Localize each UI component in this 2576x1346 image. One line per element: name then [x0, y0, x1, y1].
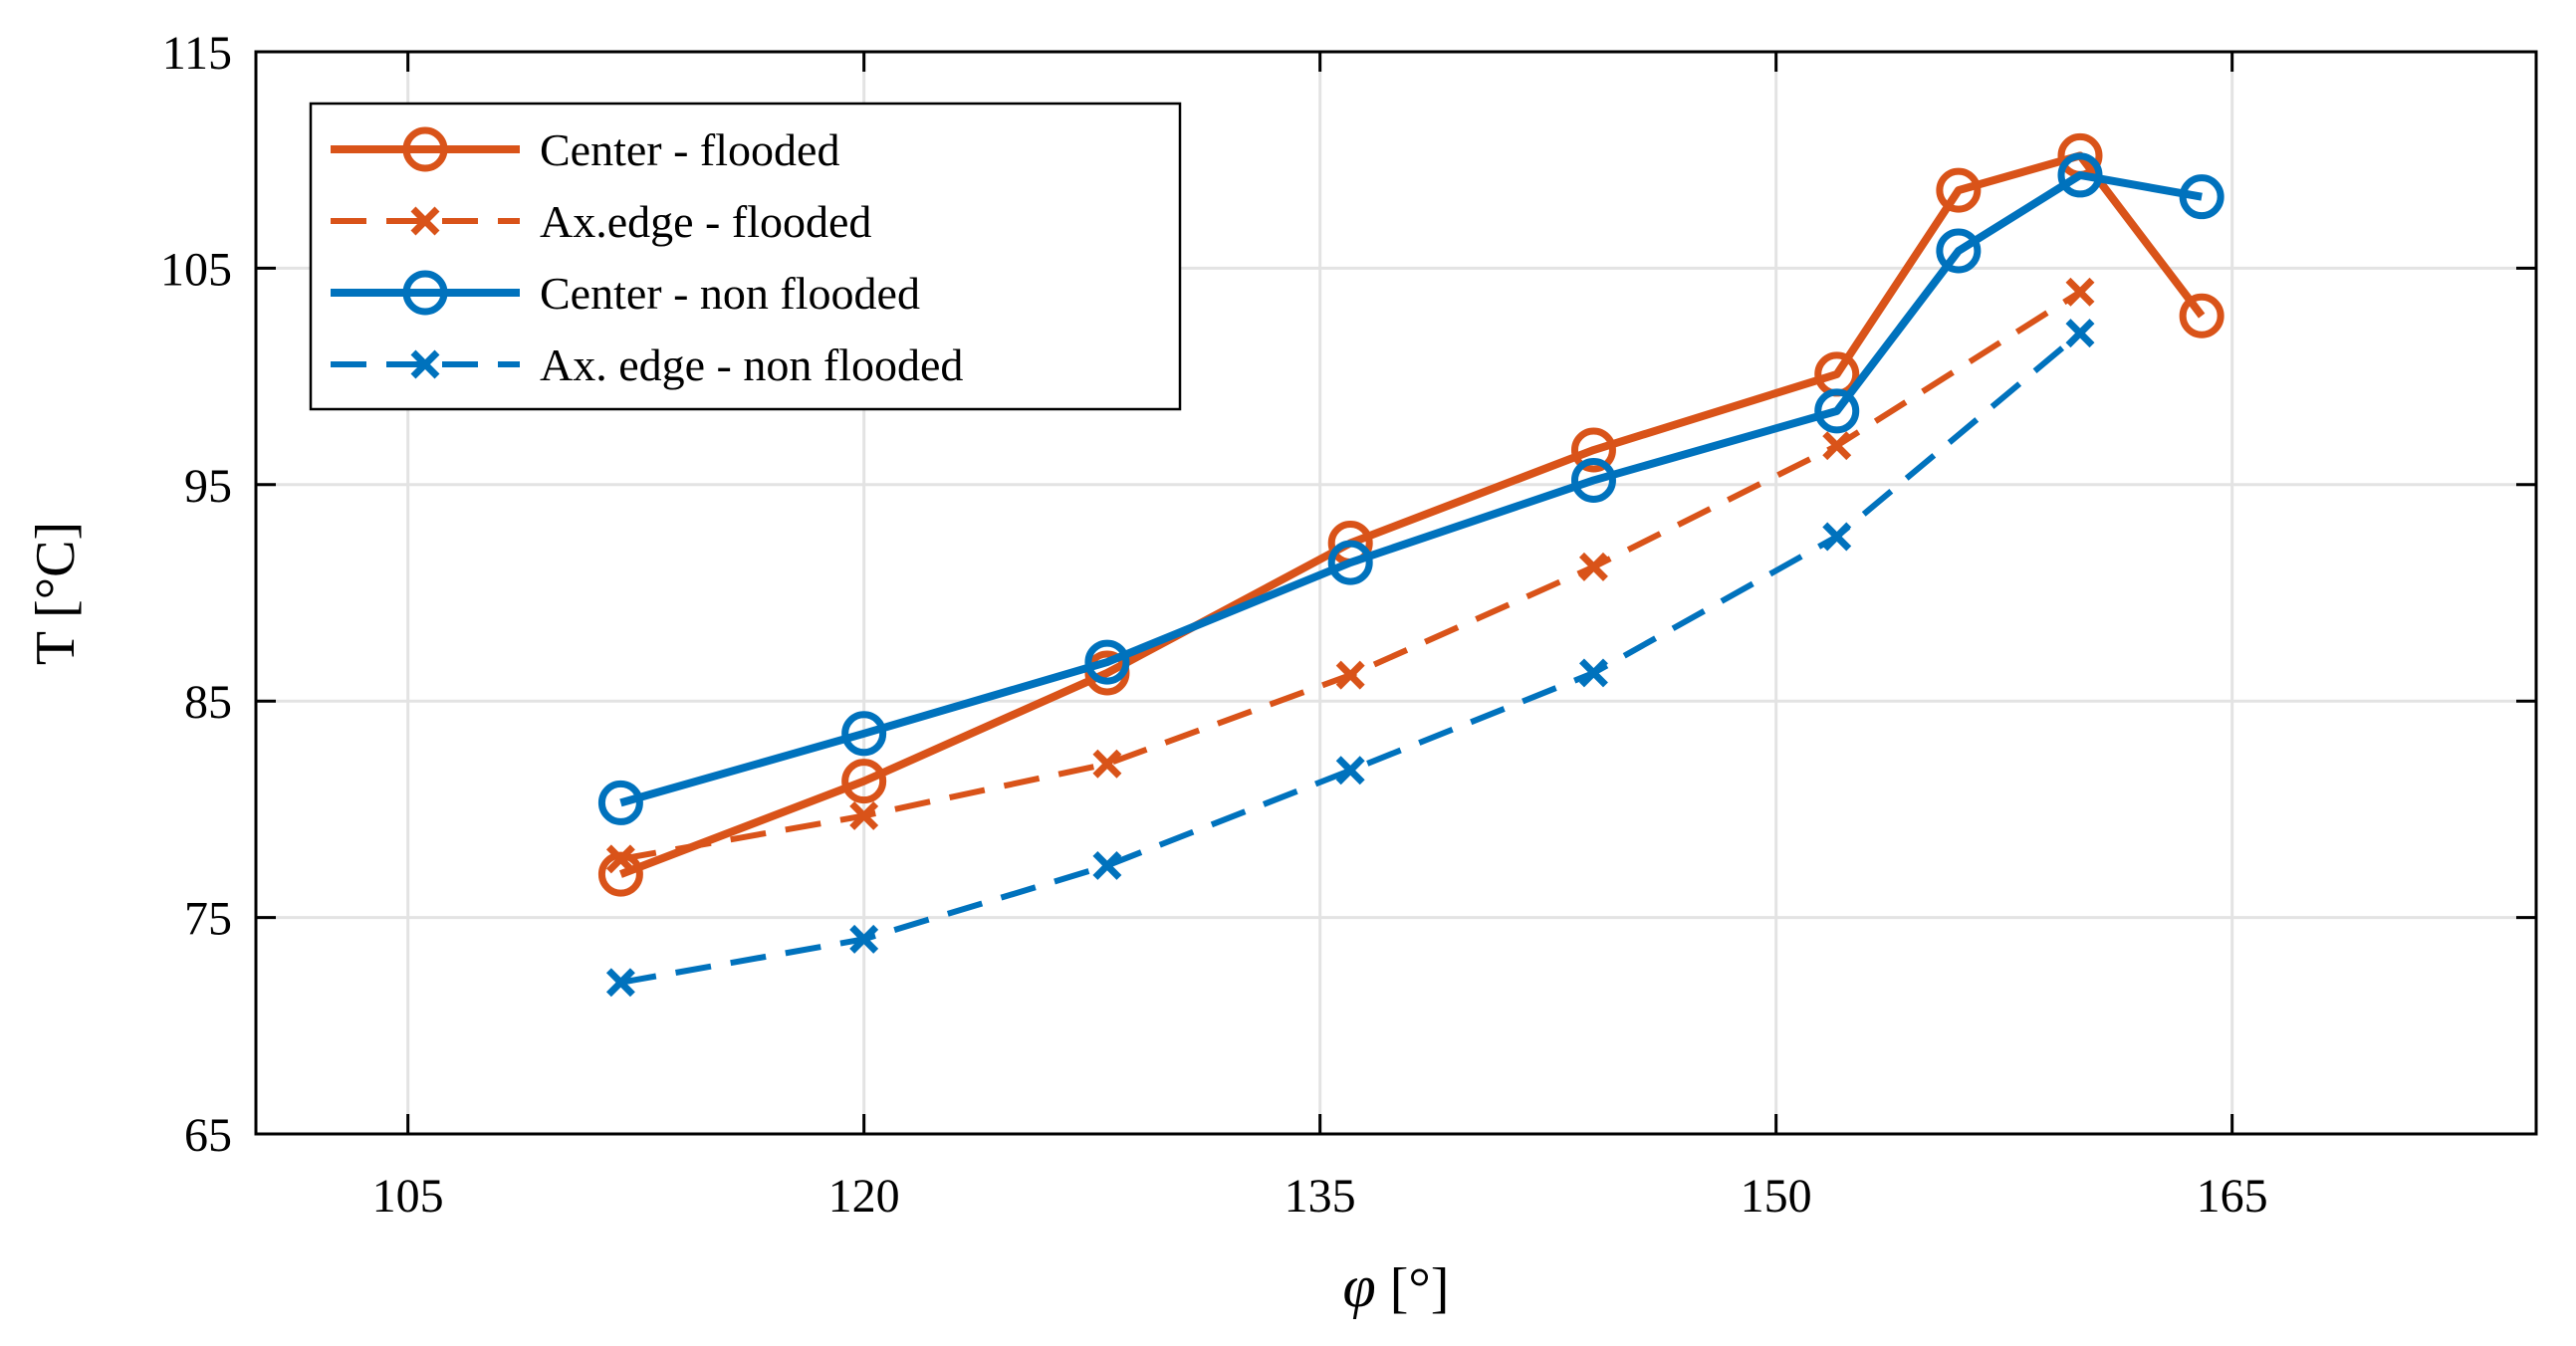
data-point: [1570, 457, 1616, 503]
data-point: [2179, 174, 2225, 220]
data-point: [2057, 152, 2103, 198]
legend-label: Center - flooded: [540, 124, 839, 175]
data-point: [1822, 522, 1852, 552]
data-point: [841, 759, 887, 804]
data-point: [605, 968, 635, 998]
data-point: [1335, 660, 1365, 690]
data-point: [1084, 639, 1130, 685]
x-marker-stroke: [410, 349, 440, 379]
x-tick-label: 150: [1741, 1170, 1812, 1223]
series-1: [605, 277, 2095, 874]
legend-label: Ax. edge - non flooded: [540, 339, 963, 390]
legend-marker: [402, 126, 448, 172]
data-point: [1936, 228, 1982, 274]
x-marker-stroke: [1578, 658, 1608, 688]
y-tick-label: 65: [184, 1109, 232, 1162]
data-point: [597, 780, 643, 825]
data-point: [605, 844, 635, 874]
x-tick-label: 105: [372, 1170, 444, 1223]
data-point: [1578, 658, 1608, 688]
x-marker-stroke: [1822, 522, 1852, 552]
y-tick-label: 85: [184, 676, 232, 729]
y-tick-label: 75: [184, 893, 232, 946]
series-3: [605, 319, 2095, 998]
legend-box: [309, 102, 1182, 411]
series-line: [619, 170, 2203, 807]
data-point: [849, 924, 879, 954]
y-tick-label: 105: [160, 243, 232, 296]
series-0: [597, 132, 2225, 897]
legend-marker: [402, 270, 448, 316]
x-marker-stroke: [1335, 660, 1365, 690]
legend-marker: [410, 349, 440, 379]
series-2: [597, 152, 2225, 825]
x-marker-stroke: [2065, 319, 2095, 348]
data-point: [841, 711, 887, 757]
data-point: [1570, 427, 1616, 473]
legend: Center - flooded Ax.edge - flooded Center …: [309, 102, 1182, 411]
legend-label: Ax.edge - flooded: [540, 196, 871, 247]
x-marker-stroke: [605, 844, 635, 874]
x-marker-stroke: [849, 924, 879, 954]
y-tick-label: 95: [184, 460, 232, 513]
tick-layer: 105 120 135 150 165 65 75 85 95 105 115: [160, 27, 2536, 1223]
x-marker-stroke: [849, 800, 879, 830]
x-marker-stroke: [1092, 850, 1122, 880]
x-axis-unit: [°]: [1390, 1257, 1450, 1319]
legend-marker: [410, 206, 440, 236]
x-marker-stroke: [2065, 277, 2095, 307]
data-point: [1327, 540, 1373, 585]
plot-frame: [254, 50, 2538, 1136]
data-point: [2065, 319, 2095, 348]
data-point: [2065, 277, 2095, 307]
data-point: [849, 800, 879, 830]
x-marker-stroke: [605, 968, 635, 998]
legend-entry-2: Center - non flooded: [331, 268, 920, 319]
y-axis-label: T [°C]: [25, 522, 87, 665]
data-point: [1936, 167, 1982, 213]
series-line: [619, 331, 2082, 986]
x-tick-label: 165: [2197, 1170, 2268, 1223]
x-tick-label: 135: [1285, 1170, 1356, 1223]
x-marker-stroke: [1578, 552, 1608, 581]
x-tick-label: 120: [828, 1170, 900, 1223]
data-point: [2179, 293, 2225, 338]
data-point: [1092, 749, 1122, 779]
x-marker-stroke: [410, 206, 440, 236]
legend-label: Center - non flooded: [540, 268, 920, 319]
legend-entry-0: Center - flooded: [331, 124, 839, 175]
x-marker-stroke: [1092, 749, 1122, 779]
legend-entry-1: Ax.edge - flooded: [331, 196, 871, 247]
y-tick-label: 115: [162, 27, 232, 80]
x-axis-label: φ [°]: [1343, 1253, 1450, 1319]
data-point: [1092, 850, 1122, 880]
x-marker-stroke: [1822, 431, 1852, 461]
data-point: [1822, 431, 1852, 461]
series-line: [618, 151, 2206, 878]
data-point: [1578, 552, 1608, 581]
x-marker-stroke: [1335, 756, 1365, 785]
legend-entry-3: Ax. edge - non flooded: [331, 339, 963, 390]
x-axis-symbol: φ: [1343, 1253, 1376, 1319]
series-layer: [597, 132, 2225, 998]
data-point: [1814, 388, 1860, 434]
data-point: [1335, 756, 1365, 785]
